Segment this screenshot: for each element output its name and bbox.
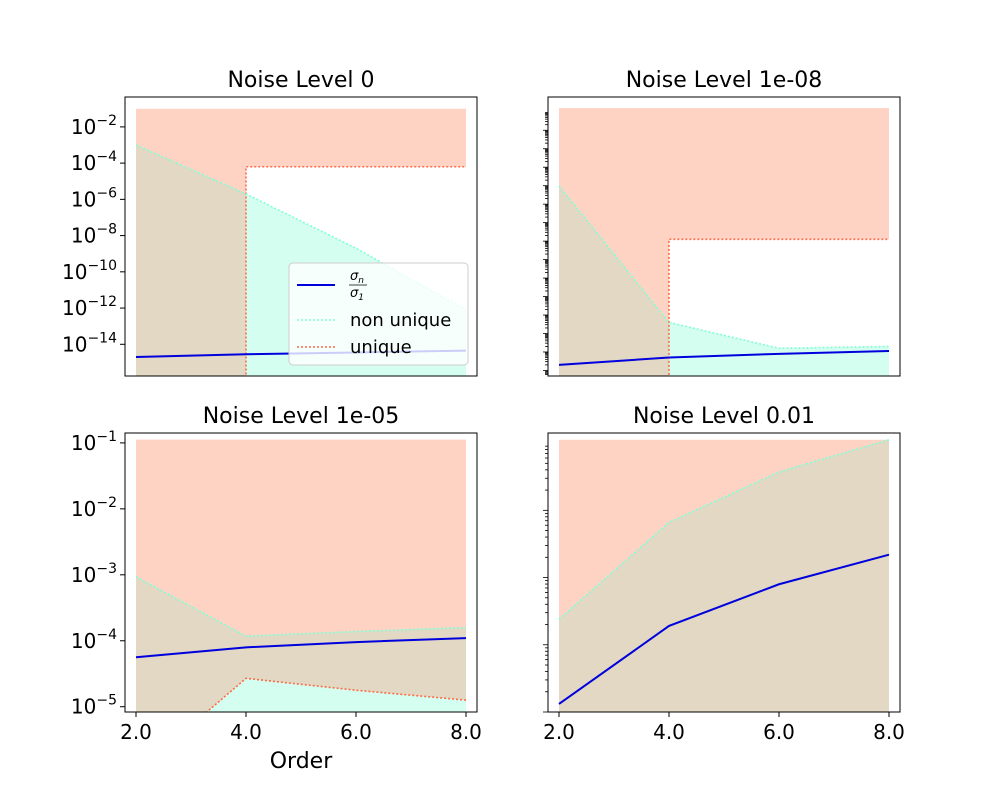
subplot-4: Noise Level 0.01 2.0 4.0 6.0 8.0 bbox=[543, 404, 905, 744]
x-axis-label: Order bbox=[270, 749, 333, 774]
y-tick-label: 10−10 bbox=[62, 258, 117, 284]
legend-fraction-numerator: σn bbox=[350, 269, 364, 286]
subplot-title: Noise Level 0 bbox=[227, 68, 374, 93]
y-tick-label: 10−4 bbox=[71, 627, 117, 653]
overlap-region bbox=[559, 185, 889, 376]
y-tick-label: 10−4 bbox=[71, 149, 117, 175]
subplot-1: Noise Level 0 10−2 10−4 10−6 10−8 10−10 10−12 1… bbox=[62, 68, 478, 377]
y-tick-label: 10−14 bbox=[62, 330, 117, 356]
subplot-title: Noise Level 0.01 bbox=[633, 404, 815, 429]
ratio-line bbox=[558, 350, 890, 366]
x-tick-label: 8.0 bbox=[450, 720, 482, 744]
y-tick-label: 10−5 bbox=[71, 693, 117, 719]
x-tick-label: 6.0 bbox=[763, 720, 795, 744]
unique-line bbox=[205, 677, 467, 712]
subplot-title: Noise Level 1e-05 bbox=[203, 404, 400, 429]
legend-fraction-denominator: σ1 bbox=[350, 286, 364, 303]
legend-label-non_unique: non unique bbox=[350, 310, 451, 331]
axes-frame bbox=[124, 432, 478, 713]
legend-box bbox=[288, 262, 469, 366]
y-tick-label: 10−2 bbox=[71, 495, 117, 521]
y-tick-label: 10−6 bbox=[71, 185, 117, 211]
legend-label-unique: unique bbox=[350, 337, 412, 358]
axes-frame bbox=[547, 96, 901, 377]
overlap-region bbox=[559, 439, 889, 712]
axes-frame bbox=[547, 432, 901, 713]
y-tick-label: 10−1 bbox=[71, 429, 117, 455]
ratio-line bbox=[135, 637, 467, 659]
x-tick-label: 4.0 bbox=[653, 720, 685, 744]
x-tick-label: 2.0 bbox=[120, 720, 152, 744]
x-tick-label: 6.0 bbox=[340, 720, 372, 744]
y-tick-label: 10−3 bbox=[71, 561, 117, 587]
non-unique-line bbox=[135, 144, 467, 311]
non-unique-line bbox=[135, 576, 467, 637]
y-tick-label: 10−12 bbox=[62, 294, 117, 320]
subplot-title: Noise Level 1e-08 bbox=[626, 68, 823, 93]
x-tick-label: 2.0 bbox=[543, 720, 575, 744]
y-tick-label: 10−2 bbox=[71, 113, 117, 139]
axes-frame bbox=[124, 96, 478, 377]
ratio-line bbox=[558, 553, 890, 705]
subplot-2: Noise Level 1e-08 bbox=[543, 68, 901, 377]
non-unique-line bbox=[558, 438, 890, 620]
y-tick-label: 10−8 bbox=[71, 222, 117, 248]
x-tick-label: 4.0 bbox=[230, 720, 262, 744]
x-tick-label: 8.0 bbox=[873, 720, 905, 744]
subplot-3: Noise Level 1e-05 10−1 10−2 10−3 10−4 10−52.0… bbox=[71, 404, 482, 774]
